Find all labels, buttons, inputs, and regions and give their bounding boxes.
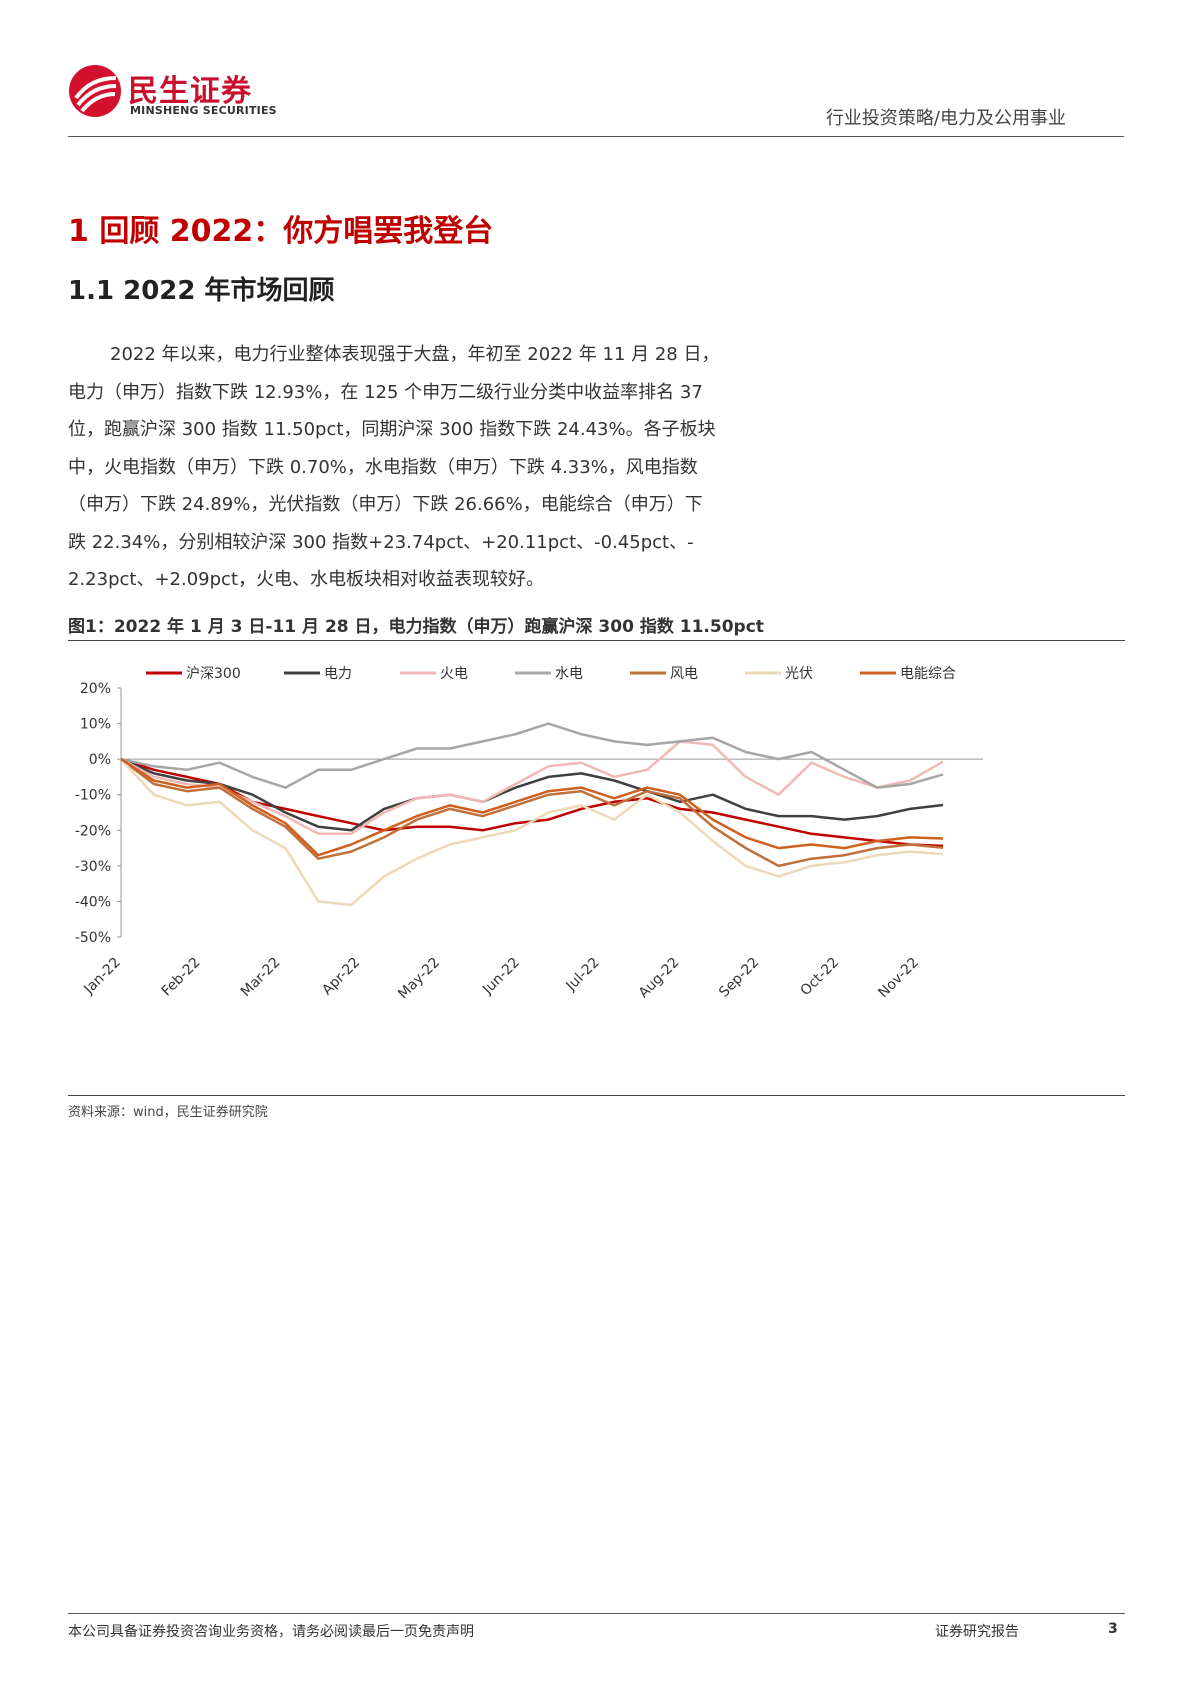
subsection-title: 1.1 2022 年市场回顾 — [68, 276, 335, 306]
series-line — [120, 758, 944, 907]
paragraph-line: 电力（申万）指数下跌 12.93%，在 125 个申万二级行业分类中收益率排名 … — [68, 381, 703, 403]
legend-label: 光伏 — [785, 666, 813, 682]
line-chart: 沪深300 电力 火电 水电 风电 光伏 电能综合 20% 10% 0% -10% -20% -30%… — [75, 666, 983, 1003]
legend-label: 电能综合 — [900, 666, 956, 682]
figure-top-rule — [68, 640, 1125, 641]
x-tick-label: Sep-22 — [716, 955, 762, 1001]
paragraph-line: （申万）下跌 24.89%，光伏指数（申万）下跌 26.66%，电能综合（申万）… — [68, 494, 703, 515]
series-line — [120, 757, 944, 832]
page-number: 3 — [1108, 1621, 1118, 1637]
section-title: 1 回顾 2022：你方唱罢我登台 — [68, 214, 494, 249]
y-tick-label: -40% — [75, 894, 111, 910]
y-tick-label: -50% — [75, 930, 111, 946]
x-tick-label: Nov-22 — [875, 955, 922, 1002]
paragraph-line: 位，跑赢沪深 300 指数 11.50pct，同期沪深 300 指数下跌 24.… — [68, 419, 716, 440]
paragraph-line: 2022 年以来，电力行业整体表现强于大盘，年初至 2022 年 11 月 28… — [110, 344, 720, 365]
footer-label: 证券研究报告 — [935, 1624, 1019, 1640]
legend-label: 电力 — [324, 666, 352, 682]
y-tick-label: -30% — [75, 859, 111, 875]
legend-label: 风电 — [670, 666, 698, 682]
x-tick-label: Jan-22 — [80, 955, 123, 998]
report-category: 行业投资策略/电力及公用事业 — [825, 108, 1066, 129]
footer-divider — [68, 1613, 1125, 1614]
x-tick-label: Jun-22 — [479, 955, 523, 999]
y-tick-label: 0% — [89, 752, 111, 768]
brand-name-cn: 民生证券 — [128, 74, 252, 109]
series-line — [120, 758, 944, 857]
figure-source: 资料来源：wind，民生证券研究院 — [68, 1105, 268, 1120]
legend-label: 水电 — [555, 666, 583, 682]
y-tick-label: 20% — [80, 681, 111, 697]
x-tick-label: Apr-22 — [319, 955, 363, 999]
x-tick-label: Aug-22 — [636, 955, 683, 1002]
legend-label: 沪深300 — [186, 666, 241, 682]
y-tick-label: -10% — [75, 788, 111, 804]
series-line — [120, 740, 944, 836]
paragraph-line: 2.23pct、+2.09pct，火电、水电板块相对收益表现较好。 — [68, 569, 544, 590]
y-tick-label: 10% — [80, 717, 111, 733]
body-paragraph: 2022 年以来，电力行业整体表现强于大盘，年初至 2022 年 11 月 28… — [68, 336, 784, 599]
minsheng-logo-icon — [69, 65, 121, 117]
x-tick-label: Feb-22 — [159, 955, 204, 1000]
y-tick-label: -20% — [75, 823, 111, 839]
brand-name-en: MINSHENG SECURITIES — [130, 104, 277, 117]
x-tick-label: Oct-22 — [798, 955, 843, 1000]
legend-label: 火电 — [440, 666, 468, 682]
figure-bottom-rule — [68, 1095, 1125, 1096]
paragraph-line: 跌 22.34%，分别相较沪深 300 指数+23.74pct、+20.11pc… — [68, 531, 694, 553]
x-tick-label: Mar-22 — [238, 955, 284, 1001]
footer-disclaimer: 本公司具备证券投资咨询业务资格，请务必阅读最后一页免责声明 — [68, 1624, 474, 1640]
chart-series — [120, 722, 944, 907]
series-line — [120, 722, 944, 789]
series-line — [120, 758, 944, 868]
chart-legend: 沪深300 电力 火电 水电 风电 光伏 电能综合 — [146, 666, 956, 682]
paragraph-line: 中，火电指数（申万）下跌 0.70%，水电指数（申万）下跌 4.33%，风电指数 — [68, 456, 698, 478]
x-tick-label: May-22 — [395, 955, 443, 1003]
figure-title: 图1：2022 年 1 月 3 日-11 月 28 日，电力指数（申万）跑赢沪深… — [68, 617, 764, 637]
header-divider — [68, 136, 1124, 137]
x-tick-label: Jul-22 — [563, 955, 603, 995]
